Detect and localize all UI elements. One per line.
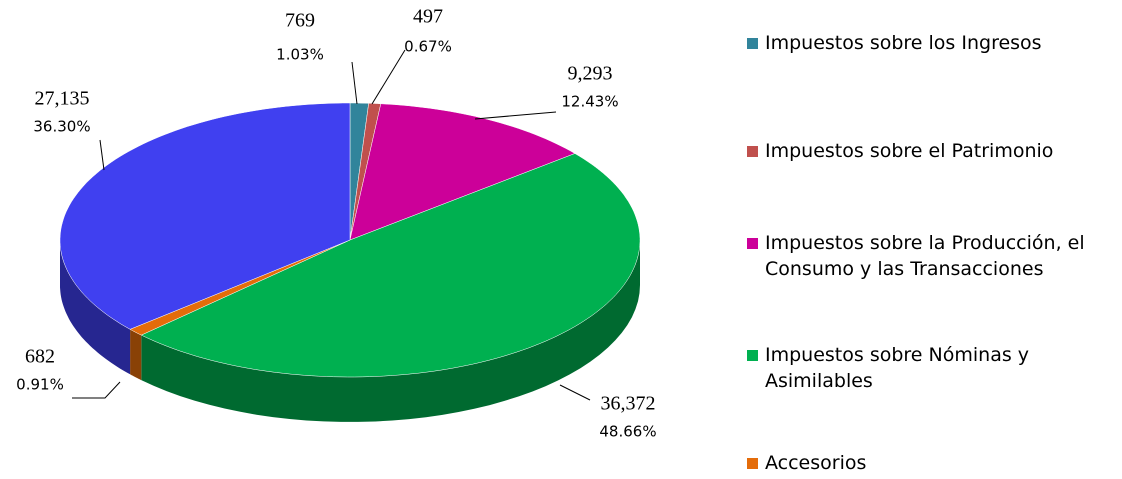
percent-label: 0.67% (404, 38, 452, 56)
value-label: 769 (285, 10, 315, 32)
legend-item: Impuestos sobre la Producción, el Consum… (745, 230, 1122, 282)
value-label: 682 (25, 346, 55, 368)
legend-swatch (747, 146, 758, 157)
legend-label: Impuestos sobre el Patrimonio (765, 140, 1054, 162)
legend-label: Accesorios (765, 452, 867, 474)
legend-item: Impuestos sobre Nóminas y Asimilables (745, 342, 1122, 394)
leader-line (474, 111, 557, 120)
legend-swatch (747, 458, 758, 469)
legend-swatch (747, 238, 758, 249)
slice-side (130, 329, 142, 381)
slice-side (60, 240, 131, 375)
percent-label: 0.91% (16, 376, 64, 394)
value-label: 36,372 (601, 393, 656, 415)
legend-swatch (747, 38, 758, 49)
legend-item: Accesorios (745, 450, 1122, 476)
pie-area: 769 1.03% 497 0.67% 9,293 12.43% 36,372 48.66% 6… (16, 6, 656, 441)
percent-label: 12.43% (561, 93, 618, 111)
legend-item: Impuestos sobre el Patrimonio (745, 138, 1122, 164)
percent-label: 36.30% (33, 118, 90, 136)
value-label: 9,293 (568, 63, 613, 85)
legend-item: Impuestos sobre los Ingresos (745, 30, 1122, 56)
legend-label: Impuestos sobre los Ingresos (765, 32, 1042, 54)
value-label: 27,135 (35, 88, 90, 110)
legend-label: Impuestos sobre la Producción, el Consum… (765, 232, 1085, 280)
leader-line (371, 49, 406, 105)
percent-label: 48.66% (599, 423, 656, 441)
leader-line (72, 381, 121, 399)
legend-swatch (747, 350, 758, 361)
legend-label: Impuestos sobre Nóminas y Asimilables (765, 344, 1030, 392)
leader-line (99, 139, 105, 171)
leader-line (351, 61, 358, 105)
slice (349, 103, 576, 241)
leader-line (559, 384, 591, 401)
slice-side (141, 240, 641, 422)
value-label: 497 (413, 6, 443, 28)
percent-label: 1.03% (276, 46, 324, 64)
slice (59, 102, 351, 330)
slice (140, 153, 641, 378)
